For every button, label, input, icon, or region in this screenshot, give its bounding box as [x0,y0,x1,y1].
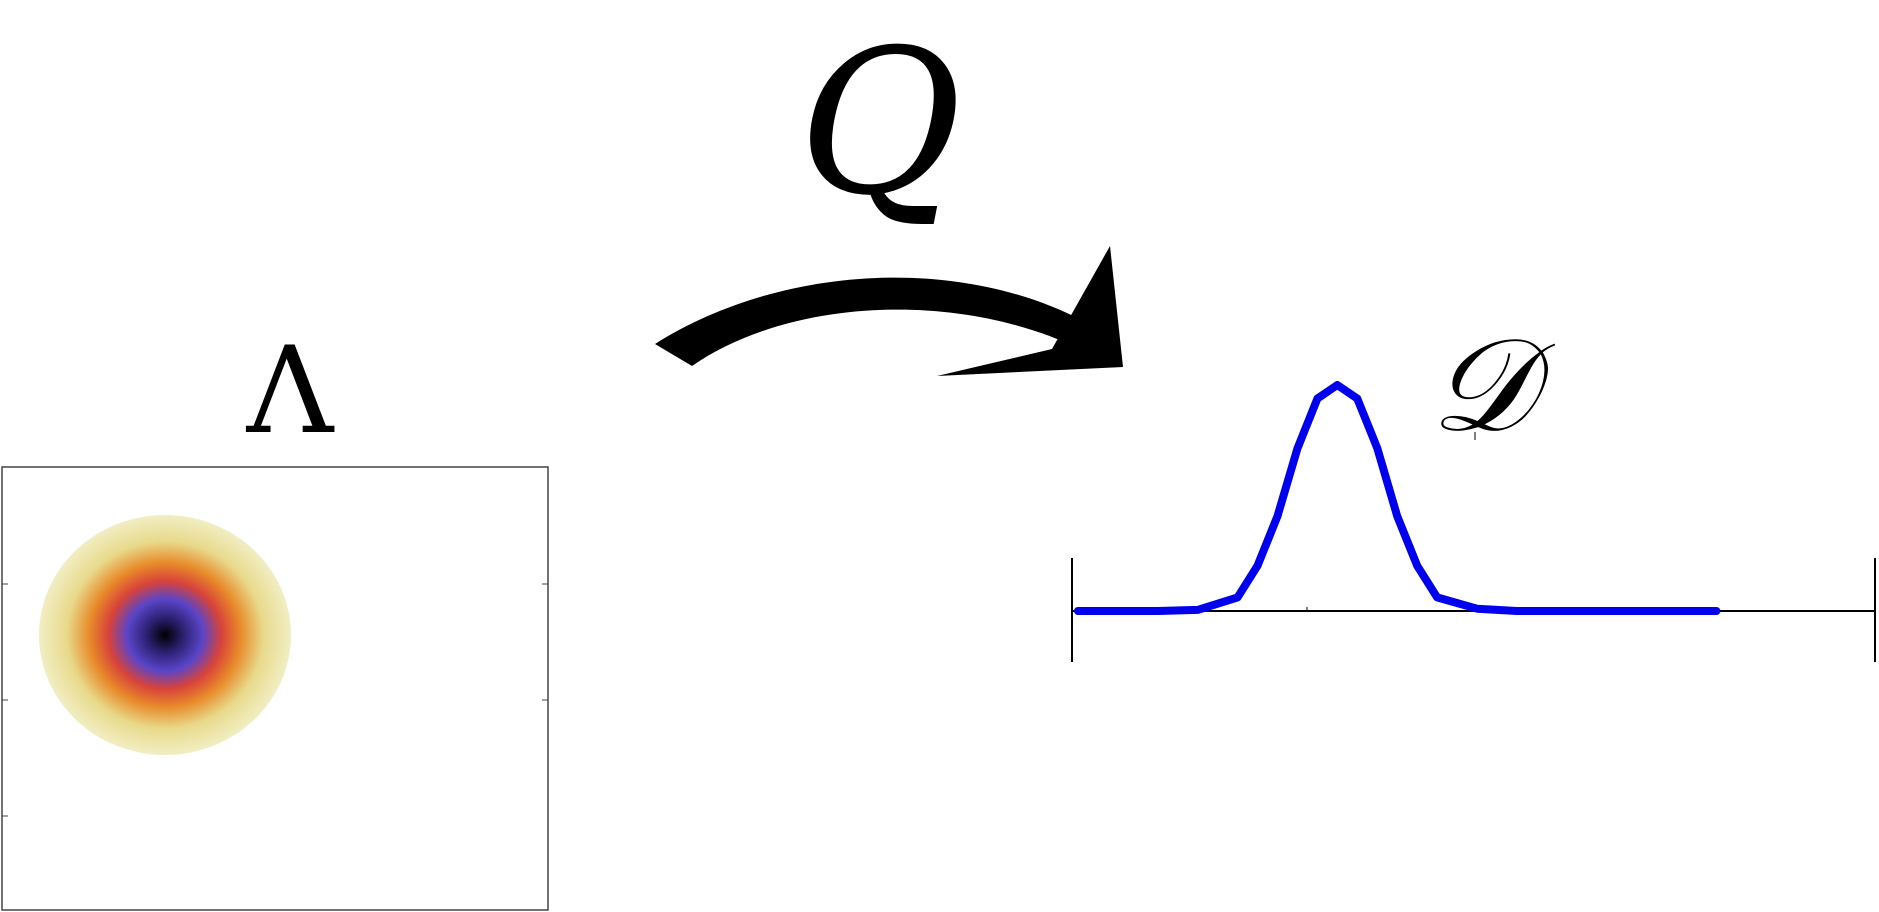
map-label: Q [798,7,962,240]
distribution-curve [1074,381,1721,615]
heatmap-panel [1,466,549,911]
arrow-shaft [655,277,1085,366]
distribution-plot [1071,381,1876,662]
heatmap-blob [39,515,291,755]
lambda-label: Λ [246,322,335,461]
distribution-label: 𝒟 [1430,309,1555,461]
arrow-head [937,246,1123,376]
map-arrow [655,246,1123,376]
